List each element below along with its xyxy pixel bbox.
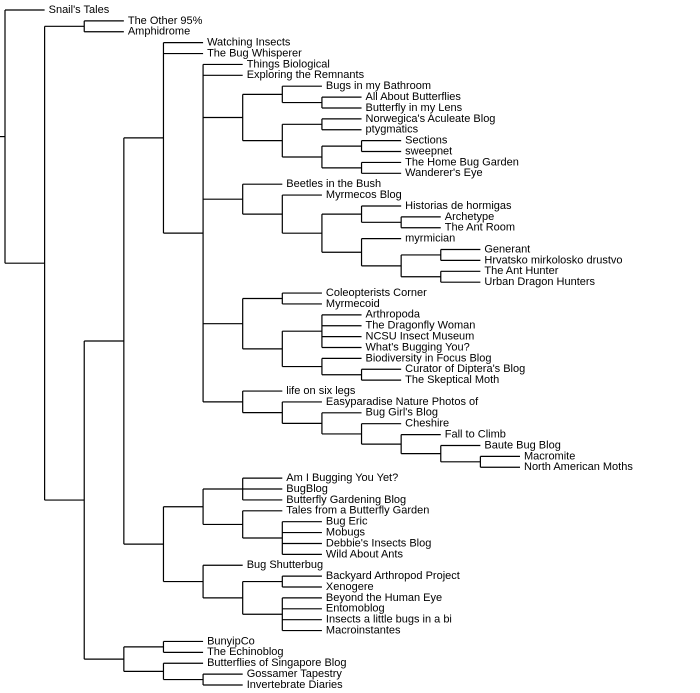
leaf-label: myrmician — [405, 233, 455, 245]
leaf-label: North American Moths — [524, 461, 633, 473]
leaf-label: Urban Dragon Hunters — [484, 276, 595, 288]
leaf-label: The Skeptical Moth — [405, 374, 499, 386]
leaf-label: Amphidrome — [128, 26, 190, 38]
leaf-label: Snail's Tales — [49, 4, 110, 16]
leaf-label: The Ant Room — [445, 222, 515, 234]
leaf-label: Bug Shutterbug — [247, 559, 323, 571]
leaf-label: Myrmecos Blog — [326, 189, 402, 201]
leaf-label: Wanderer's Eye — [405, 167, 483, 179]
leaf-label: Cheshire — [405, 418, 449, 430]
leaf-label: Invertebrate Diaries — [247, 679, 343, 691]
leaf-label: Wild About Ants — [326, 548, 404, 560]
phylogenetic-tree: Snail's TalesThe Other 95%AmphidromeWatc… — [0, 0, 700, 693]
leaf-label: Macroinstantes — [326, 624, 401, 636]
